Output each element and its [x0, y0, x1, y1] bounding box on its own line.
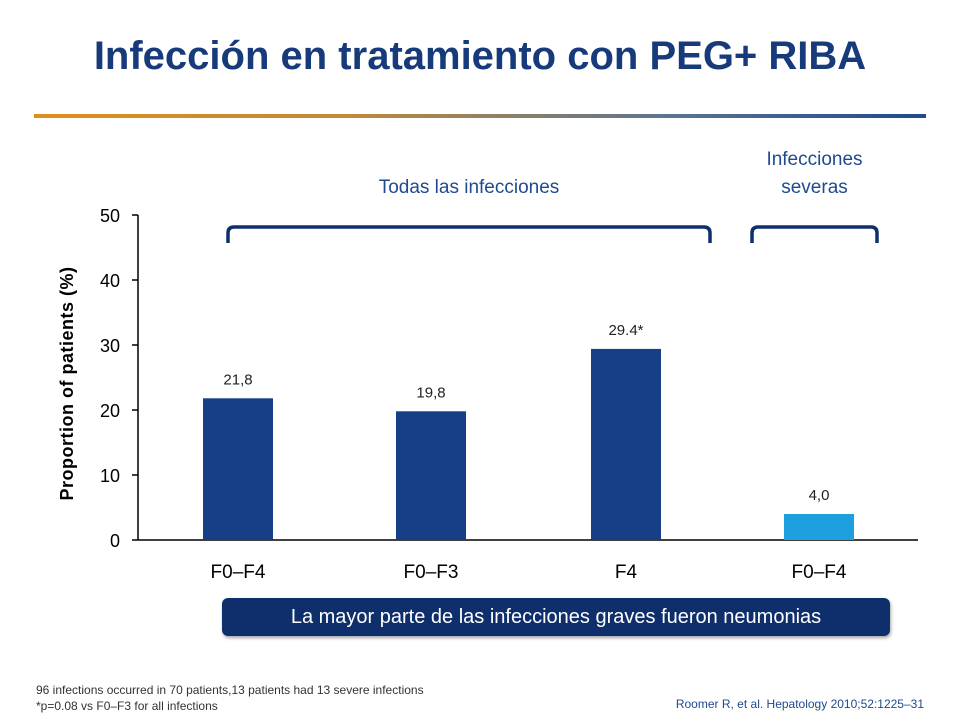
x-tick-label-4: F0–F4: [792, 562, 847, 583]
y-tick-label: 40: [100, 271, 120, 291]
bar-1: [203, 398, 273, 540]
x-tick-label-1: F0–F4: [211, 562, 266, 583]
group-bracket-2: [750, 225, 879, 243]
bar-4: [784, 514, 854, 540]
group-label-2: severas: [781, 177, 848, 198]
slide-title: Infección en tratamiento con PEG+ RIBA: [93, 34, 867, 78]
y-tick-label: 50: [100, 206, 120, 226]
data-label-1: 21,8: [223, 371, 252, 388]
citation: Roomer R, et al. Hepatology 2010;52:1225…: [675, 697, 924, 711]
y-tick-label: 10: [100, 466, 120, 486]
bar-chart: 0 10 20 30 40 50 Proportion of patients (%) 21…: [57, 149, 918, 583]
group-label-1: Todas las infecciones: [379, 177, 560, 198]
y-axis-label: Proportion of patients (%): [57, 267, 77, 501]
footnote-infections: 96 infections occurred in 70 patients,13…: [36, 683, 424, 697]
x-tick-label-3: F4: [615, 562, 638, 583]
data-label-2: 19,8: [416, 384, 445, 401]
x-tick-label-2: F0–F3: [404, 562, 459, 583]
data-label-4: 4,0: [809, 487, 830, 504]
title-divider: [34, 114, 926, 118]
group-label-2: Infecciones: [766, 149, 862, 170]
y-tick-label: 30: [100, 336, 120, 356]
footnote-pvalue: *p=0.08 vs F0–F3 for all infections: [36, 699, 218, 713]
callout-box: La mayor parte de las infecciones graves…: [222, 598, 890, 636]
group-bracket-1: [226, 225, 712, 243]
y-tick-label: 20: [100, 401, 120, 421]
bar-2: [396, 411, 466, 540]
bar-3: [591, 348, 661, 540]
y-tick-label: 0: [110, 531, 120, 551]
data-label-3: 29.4*: [608, 322, 643, 339]
